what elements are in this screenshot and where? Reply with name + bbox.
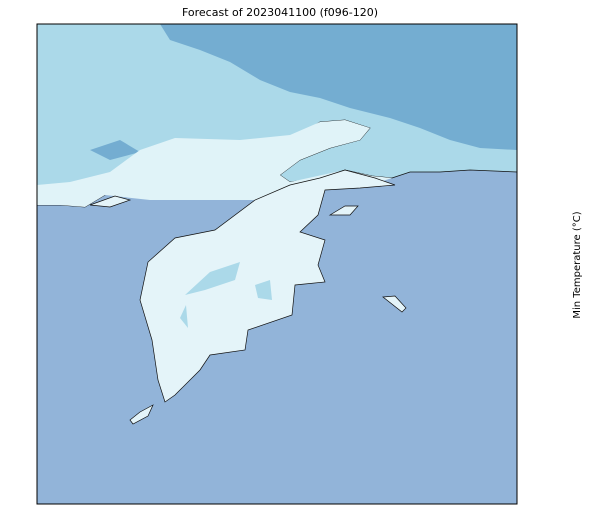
inland-cold <box>180 262 272 328</box>
cold-zone <box>90 24 517 160</box>
island <box>129 404 154 425</box>
map-area <box>37 24 517 504</box>
island <box>89 195 132 208</box>
map-title: Forecast of 2023041100 (f096-120) <box>182 6 378 19</box>
colorbar-label: Min Temperature (°C) <box>572 211 583 318</box>
map-frame <box>36 23 518 505</box>
island <box>382 295 407 313</box>
island <box>328 205 359 216</box>
